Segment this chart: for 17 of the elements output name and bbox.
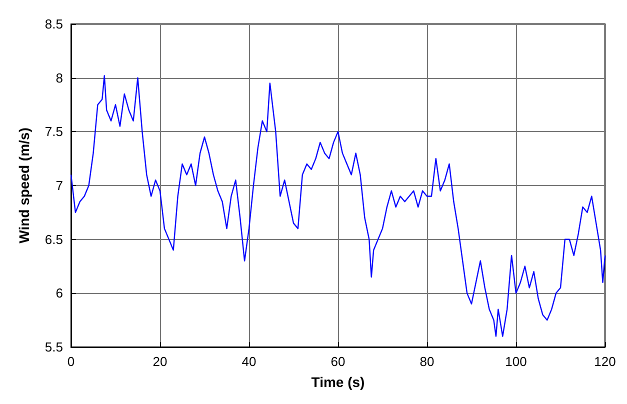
y-tick-label: 8 (56, 70, 63, 86)
x-axis-title: Time (s) (311, 374, 365, 390)
x-tick-label: 0 (67, 354, 75, 369)
x-tick-label: 120 (594, 354, 616, 369)
x-tick-label: 80 (420, 354, 434, 369)
y-tick-label: 8.5 (44, 16, 63, 32)
y-tick-label: 7 (56, 178, 63, 193)
y-axis-title: Wind speed (m/s) (16, 128, 32, 244)
line-series (70, 75, 606, 337)
y-tick-label: 6.5 (44, 232, 63, 247)
x-tick-label: 20 (152, 354, 168, 369)
y-tick-label: 7.5 (44, 124, 63, 140)
x-tick-label: 60 (330, 354, 346, 369)
y-tick-label: 6 (56, 286, 63, 301)
x-tick-label: 100 (505, 354, 527, 369)
x-tick-label: 40 (242, 354, 256, 369)
y-tick-label: 5.5 (44, 340, 63, 354)
